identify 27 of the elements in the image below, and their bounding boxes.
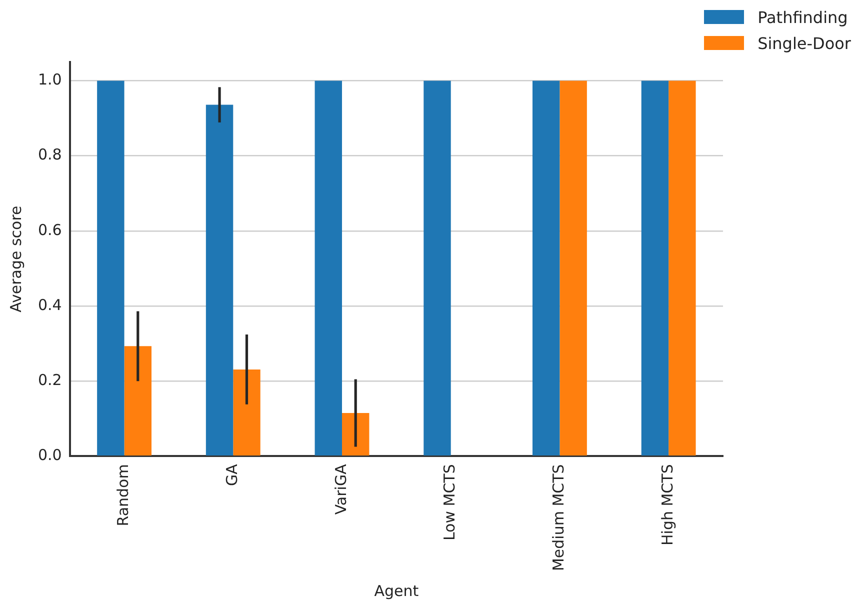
y-tick-label: 1.0	[38, 70, 62, 89]
bar	[668, 80, 696, 456]
x-tick-label: GA	[223, 463, 242, 486]
y-axis-title: Average score	[6, 206, 25, 312]
x-tick-label: Random	[114, 464, 132, 526]
x-tick-label: Medium MCTS	[550, 464, 568, 572]
x-axis-title: Agent	[374, 582, 419, 600]
y-tick-label: 0.0	[38, 446, 62, 464]
bar	[233, 369, 260, 456]
bar	[97, 80, 124, 456]
x-tick-label: High MCTS	[658, 464, 676, 546]
y-tick-label: 0.8	[38, 146, 62, 164]
y-tick-label: 0.2	[38, 370, 62, 389]
legend-label: Single-Door	[758, 34, 851, 52]
bar	[124, 346, 152, 456]
y-tick-label: 0.6	[38, 220, 62, 239]
bar	[560, 80, 587, 456]
x-tick-label: Low MCTS	[440, 464, 459, 541]
bar	[532, 80, 560, 456]
bar	[641, 80, 669, 456]
bar	[342, 412, 370, 456]
legend-label: Pathfinding	[758, 8, 848, 26]
x-tick-label: VariGA	[332, 463, 350, 515]
bar	[206, 104, 234, 456]
bar	[424, 80, 451, 456]
bar	[314, 80, 342, 456]
y-tick-label: 0.4	[38, 296, 62, 314]
